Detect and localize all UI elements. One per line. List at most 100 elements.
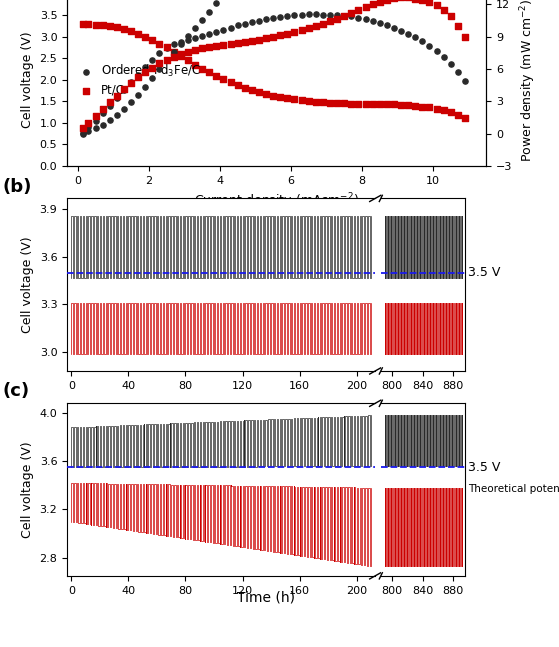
Point <box>134 90 143 100</box>
Pt/C <box>375 99 384 109</box>
Ordered Pd$_3$Fe/C <box>382 20 391 30</box>
Pt/C <box>134 28 143 39</box>
Ordered Pd$_3$Fe/C <box>283 11 292 21</box>
Ordered Pd$_3$Fe/C <box>425 41 434 51</box>
Pt/C <box>453 109 462 120</box>
Pt/C <box>283 93 292 104</box>
Point <box>297 25 306 35</box>
Pt/C <box>91 19 100 30</box>
Point <box>382 0 391 5</box>
Ordered Pd$_3$Fe/C <box>333 10 342 20</box>
Ordered Pd$_3$Fe/C <box>269 13 278 23</box>
Point <box>361 2 370 12</box>
Pt/C <box>333 98 342 108</box>
Ordered Pd$_3$Fe/C <box>325 10 334 20</box>
Point <box>347 8 356 18</box>
Pt/C <box>368 99 377 109</box>
Ordered Pd$_3$Fe/C <box>453 67 462 77</box>
Point <box>418 0 427 5</box>
Pt/C <box>319 97 328 107</box>
Pt/C <box>340 98 349 108</box>
Pt/C <box>311 96 320 107</box>
Pt/C <box>354 98 363 109</box>
Pt/C <box>112 22 121 32</box>
Point <box>191 45 200 55</box>
Ordered Pd$_3$Fe/C <box>396 25 405 36</box>
Pt/C <box>98 20 107 30</box>
Point <box>112 110 121 120</box>
Point <box>105 115 114 126</box>
Point <box>212 41 221 51</box>
Point <box>325 16 334 26</box>
Point <box>226 39 235 49</box>
Point <box>155 58 164 69</box>
Pt/C <box>240 83 249 93</box>
Pt/C <box>439 105 448 115</box>
Pt/C <box>219 74 228 85</box>
Point <box>368 0 377 9</box>
Point <box>212 0 221 8</box>
Ordered Pd$_3$Fe/C <box>84 122 93 133</box>
Point <box>396 0 405 3</box>
Pt/C <box>105 21 114 31</box>
Ordered Pd$_3$Fe/C <box>205 29 214 39</box>
Ordered Pd$_3$Fe/C <box>191 33 200 43</box>
Point <box>120 84 129 94</box>
Ordered Pd$_3$Fe/C <box>98 108 107 118</box>
Y-axis label: Cell voltage (V): Cell voltage (V) <box>21 32 34 128</box>
Pt/C <box>361 99 370 109</box>
Point <box>240 37 249 47</box>
Text: Theoretical potential: Theoretical potential <box>468 484 559 494</box>
Pt/C <box>169 47 178 57</box>
Text: 3.5 V: 3.5 V <box>468 461 500 474</box>
Ordered Pd$_3$Fe/C <box>134 69 143 80</box>
Point <box>290 27 299 37</box>
Ordered Pd$_3$Fe/C <box>212 27 221 37</box>
Ordered Pd$_3$Fe/C <box>311 9 320 19</box>
Point <box>283 28 292 39</box>
Ordered Pd$_3$Fe/C <box>347 11 356 21</box>
Point <box>126 78 135 88</box>
Text: Time (h): Time (h) <box>237 591 295 605</box>
Pt/C <box>176 51 185 61</box>
Pt/C <box>396 100 405 110</box>
Y-axis label: Cell voltage (V): Cell voltage (V) <box>21 441 34 538</box>
Ordered Pd$_3$Fe/C <box>240 19 249 29</box>
Point <box>340 11 349 21</box>
Ordered Pd$_3$Fe/C <box>126 77 135 87</box>
Pt/C <box>248 85 257 95</box>
Point <box>176 49 185 59</box>
Point <box>461 32 470 42</box>
Point <box>375 0 384 7</box>
Point <box>112 91 121 101</box>
Text: (b): (b) <box>2 177 32 195</box>
Point <box>390 0 399 3</box>
Point <box>91 123 100 133</box>
Point <box>162 54 171 65</box>
Point <box>91 111 100 121</box>
Point <box>176 38 185 49</box>
Ordered Pd$_3$Fe/C <box>112 93 121 103</box>
Point <box>198 43 207 54</box>
Point <box>84 126 93 136</box>
Pt/C <box>254 87 263 98</box>
Pt/C <box>84 19 93 29</box>
Point <box>333 14 342 24</box>
Pt/C <box>418 102 427 112</box>
Pt/C <box>183 55 192 65</box>
Pt/C <box>390 99 399 109</box>
Ordered Pd$_3$Fe/C <box>340 10 349 21</box>
Point <box>148 63 157 73</box>
X-axis label: Current density (mAcm$^{-2}$): Current density (mAcm$^{-2}$) <box>194 192 359 211</box>
Ordered Pd$_3$Fe/C <box>411 32 420 42</box>
Point <box>79 123 88 133</box>
Pt/C <box>148 35 157 45</box>
Y-axis label: Power density (mW cm$^{-2}$): Power density (mW cm$^{-2}$) <box>518 0 538 162</box>
Ordered Pd$_3$Fe/C <box>361 14 370 24</box>
Pt/C <box>233 80 242 91</box>
Text: 3.5 V: 3.5 V <box>468 267 500 280</box>
Point <box>205 6 214 17</box>
Point <box>162 54 171 65</box>
Point <box>105 97 114 107</box>
Ordered Pd$_3$Fe/C <box>354 12 363 23</box>
